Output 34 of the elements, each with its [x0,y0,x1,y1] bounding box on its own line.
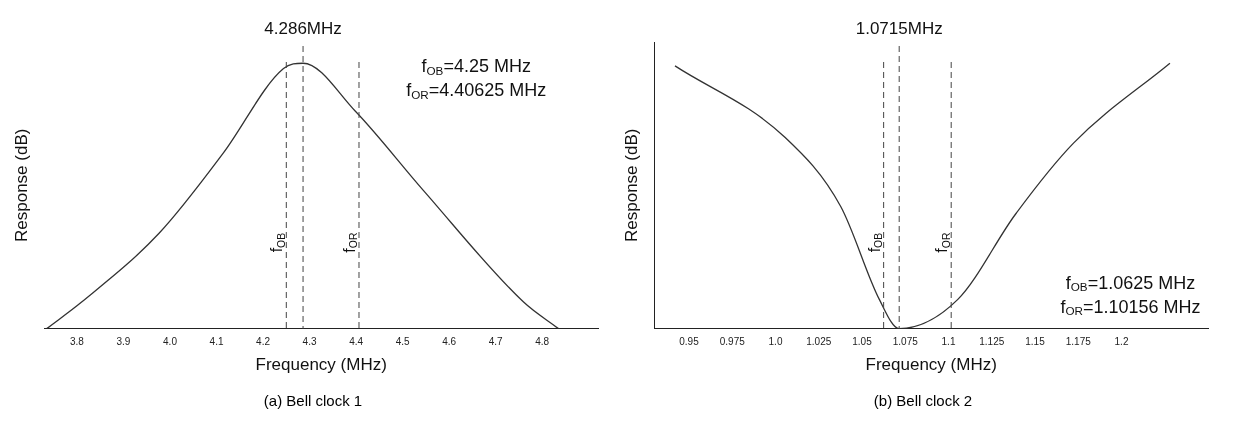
ref-line-label: fOB [865,232,885,253]
ref-line-label: fOR [933,232,952,253]
ref-line-label: fOB [268,232,287,253]
x-tick-label: 1.1 [941,336,956,348]
x-tick-label: 4.7 [488,336,504,348]
x-tick-label: 4.4 [349,336,364,348]
x-axis-title: Frequency (MHz) [255,355,387,375]
x-tick-label: 4.3 [302,336,317,348]
x-tick-label: 0.95 [679,336,700,348]
x-tick-label: 1.025 [806,336,832,348]
x-tick-label: 4.1 [209,336,224,348]
x-tick-label: 1.2 [1114,336,1129,348]
x-tick-label: 1.05 [852,336,873,348]
ref-line-label: fOR [341,232,360,253]
x-axis-title: Frequency (MHz) [865,355,997,375]
x-tick-label: 3.8 [70,336,85,348]
text: (b) Bell clock 2 [872,392,974,409]
y-axis-title: Response (dB) [11,128,31,242]
y-axis-title: Response (dB) [621,128,641,242]
x-tick-label: 1.0 [768,336,783,348]
ref-line-label: 1.0715MHz [855,19,943,38]
x-tick-label: 4.8 [535,336,550,348]
x-tick-label: 1.15 [1025,336,1046,348]
ref-line-label: 4.286MHz [264,19,342,38]
x-tick-label: 3.9 [116,336,131,348]
x-tick-label: 4.6 [442,336,457,348]
text: (a) Bell clock 1 [262,392,364,409]
x-tick-label: 4.2 [256,336,271,348]
x-tick-label: 1.125 [979,336,1005,348]
x-tick-label: 4.5 [395,336,410,348]
x-tick-label: 0.975 [719,336,746,348]
x-tick-label: 1.075 [892,336,919,348]
x-tick-label: 4.0 [163,336,178,348]
x-tick-label: 1.175 [1065,336,1092,348]
